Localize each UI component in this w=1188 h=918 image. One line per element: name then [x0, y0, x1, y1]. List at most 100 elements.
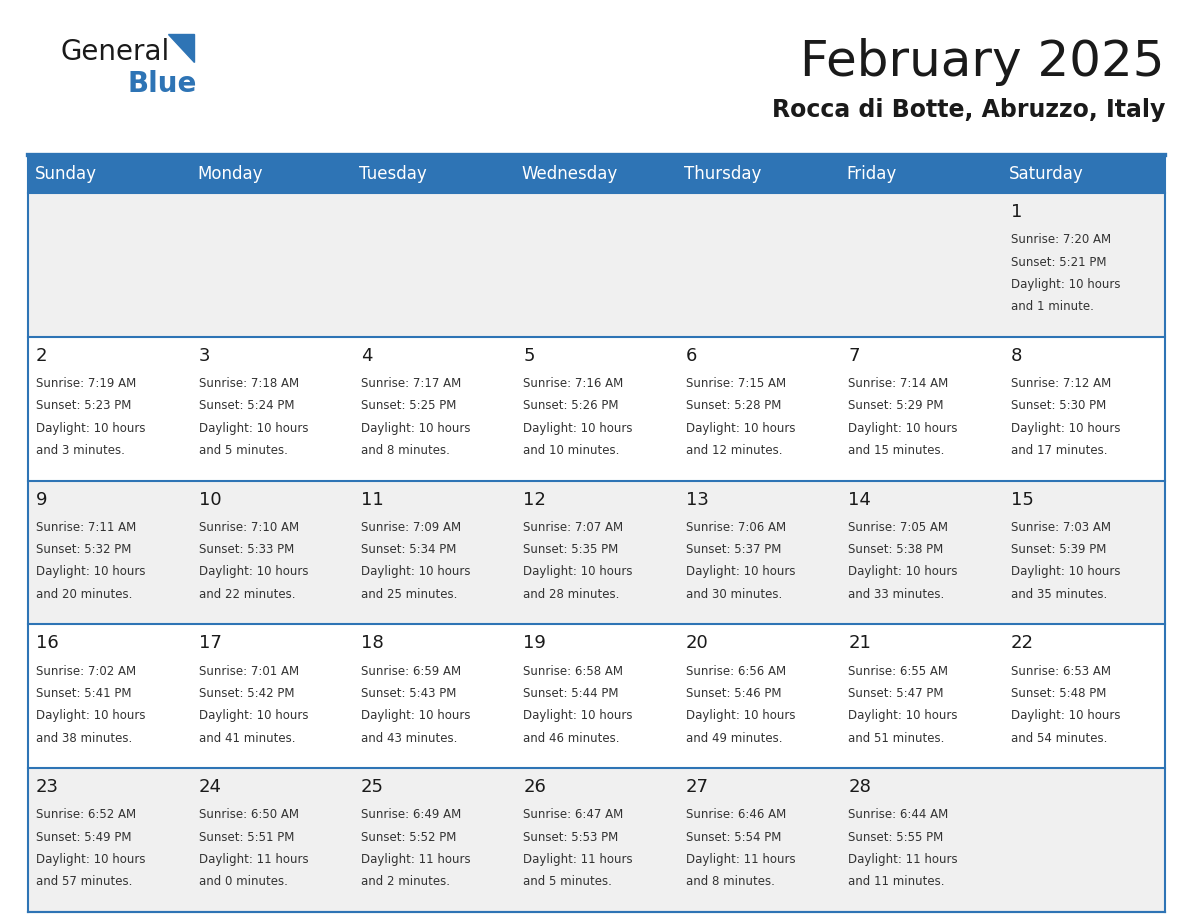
Text: Daylight: 10 hours: Daylight: 10 hours: [848, 421, 958, 434]
Text: and 51 minutes.: and 51 minutes.: [848, 732, 944, 744]
Text: Sunset: 5:24 PM: Sunset: 5:24 PM: [198, 399, 295, 412]
Text: and 41 minutes.: and 41 minutes.: [198, 732, 295, 744]
Text: Monday: Monday: [197, 165, 263, 183]
Text: Sunrise: 7:17 AM: Sunrise: 7:17 AM: [361, 377, 461, 390]
Text: Daylight: 10 hours: Daylight: 10 hours: [524, 710, 633, 722]
Text: 4: 4: [361, 347, 373, 364]
Text: and 11 minutes.: and 11 minutes.: [848, 876, 944, 889]
Text: Daylight: 10 hours: Daylight: 10 hours: [1011, 710, 1120, 722]
Text: Sunrise: 7:11 AM: Sunrise: 7:11 AM: [36, 521, 137, 534]
Bar: [516, 624, 677, 768]
Text: and 5 minutes.: and 5 minutes.: [524, 876, 612, 889]
Text: and 5 minutes.: and 5 minutes.: [198, 444, 287, 457]
Text: and 12 minutes.: and 12 minutes.: [685, 444, 783, 457]
Text: and 54 minutes.: and 54 minutes.: [1011, 732, 1107, 744]
Text: Sunrise: 6:46 AM: Sunrise: 6:46 AM: [685, 809, 786, 822]
Bar: [840, 337, 1003, 481]
Bar: [677, 481, 840, 624]
Text: Daylight: 11 hours: Daylight: 11 hours: [198, 853, 308, 866]
Text: and 25 minutes.: and 25 minutes.: [361, 588, 457, 600]
Text: Sunset: 5:39 PM: Sunset: 5:39 PM: [1011, 543, 1106, 556]
Bar: [353, 768, 516, 912]
Text: 9: 9: [36, 490, 48, 509]
Text: and 33 minutes.: and 33 minutes.: [848, 588, 944, 600]
Text: 21: 21: [848, 634, 871, 653]
Bar: [677, 624, 840, 768]
Text: Friday: Friday: [847, 165, 897, 183]
Bar: [1003, 193, 1165, 337]
Text: and 1 minute.: and 1 minute.: [1011, 300, 1094, 313]
Text: 24: 24: [198, 778, 221, 796]
Text: Daylight: 11 hours: Daylight: 11 hours: [848, 853, 958, 866]
Text: Sunset: 5:23 PM: Sunset: 5:23 PM: [36, 399, 132, 412]
Text: Sunrise: 7:09 AM: Sunrise: 7:09 AM: [361, 521, 461, 534]
Text: Sunset: 5:28 PM: Sunset: 5:28 PM: [685, 399, 782, 412]
Text: Sunset: 5:32 PM: Sunset: 5:32 PM: [36, 543, 132, 556]
Text: Sunrise: 7:01 AM: Sunrise: 7:01 AM: [198, 665, 298, 677]
Text: and 28 minutes.: and 28 minutes.: [524, 588, 620, 600]
Text: 22: 22: [1011, 634, 1034, 653]
Text: Daylight: 10 hours: Daylight: 10 hours: [198, 421, 308, 434]
Bar: [516, 193, 677, 337]
Text: Sunrise: 7:07 AM: Sunrise: 7:07 AM: [524, 521, 624, 534]
Bar: [1003, 481, 1165, 624]
Text: and 49 minutes.: and 49 minutes.: [685, 732, 783, 744]
Text: Daylight: 10 hours: Daylight: 10 hours: [198, 565, 308, 578]
Text: 7: 7: [848, 347, 860, 364]
Text: Sunset: 5:48 PM: Sunset: 5:48 PM: [1011, 687, 1106, 700]
Text: 20: 20: [685, 634, 708, 653]
Text: Daylight: 10 hours: Daylight: 10 hours: [36, 421, 146, 434]
Text: Sunrise: 6:44 AM: Sunrise: 6:44 AM: [848, 809, 948, 822]
Text: 15: 15: [1011, 490, 1034, 509]
Text: Sunset: 5:26 PM: Sunset: 5:26 PM: [524, 399, 619, 412]
Text: Daylight: 11 hours: Daylight: 11 hours: [685, 853, 796, 866]
Text: Sunrise: 6:56 AM: Sunrise: 6:56 AM: [685, 665, 786, 677]
Bar: [840, 624, 1003, 768]
Text: 19: 19: [524, 634, 546, 653]
Bar: [353, 193, 516, 337]
Text: and 30 minutes.: and 30 minutes.: [685, 588, 782, 600]
Text: Daylight: 10 hours: Daylight: 10 hours: [36, 565, 146, 578]
Text: and 10 minutes.: and 10 minutes.: [524, 444, 620, 457]
Text: and 8 minutes.: and 8 minutes.: [685, 876, 775, 889]
Text: 2: 2: [36, 347, 48, 364]
Text: Sunrise: 7:03 AM: Sunrise: 7:03 AM: [1011, 521, 1111, 534]
Text: Sunset: 5:55 PM: Sunset: 5:55 PM: [848, 831, 943, 844]
Text: 8: 8: [1011, 347, 1022, 364]
Bar: [190, 193, 353, 337]
Text: Sunset: 5:47 PM: Sunset: 5:47 PM: [848, 687, 943, 700]
Text: Sunset: 5:25 PM: Sunset: 5:25 PM: [361, 399, 456, 412]
Bar: [190, 481, 353, 624]
Text: 16: 16: [36, 634, 59, 653]
Text: Daylight: 11 hours: Daylight: 11 hours: [361, 853, 470, 866]
Text: 26: 26: [524, 778, 546, 796]
Bar: [677, 337, 840, 481]
Text: Sunrise: 6:53 AM: Sunrise: 6:53 AM: [1011, 665, 1111, 677]
Text: Sunrise: 7:16 AM: Sunrise: 7:16 AM: [524, 377, 624, 390]
Text: Daylight: 10 hours: Daylight: 10 hours: [198, 710, 308, 722]
Text: Sunset: 5:37 PM: Sunset: 5:37 PM: [685, 543, 782, 556]
Text: Sunrise: 7:10 AM: Sunrise: 7:10 AM: [198, 521, 298, 534]
Text: 23: 23: [36, 778, 59, 796]
Text: and 8 minutes.: and 8 minutes.: [361, 444, 450, 457]
Text: and 57 minutes.: and 57 minutes.: [36, 876, 133, 889]
Text: Sunset: 5:51 PM: Sunset: 5:51 PM: [198, 831, 293, 844]
Text: and 35 minutes.: and 35 minutes.: [1011, 588, 1107, 600]
Text: Sunset: 5:29 PM: Sunset: 5:29 PM: [848, 399, 943, 412]
Text: and 3 minutes.: and 3 minutes.: [36, 444, 125, 457]
Text: Sunrise: 6:47 AM: Sunrise: 6:47 AM: [524, 809, 624, 822]
Text: Sunset: 5:46 PM: Sunset: 5:46 PM: [685, 687, 782, 700]
Bar: [1003, 337, 1165, 481]
Text: Sunset: 5:43 PM: Sunset: 5:43 PM: [361, 687, 456, 700]
Text: Daylight: 10 hours: Daylight: 10 hours: [685, 421, 795, 434]
Bar: [677, 193, 840, 337]
Bar: [29, 337, 190, 481]
Bar: [353, 481, 516, 624]
Text: Sunrise: 7:14 AM: Sunrise: 7:14 AM: [848, 377, 948, 390]
Bar: [516, 768, 677, 912]
Text: Sunset: 5:44 PM: Sunset: 5:44 PM: [524, 687, 619, 700]
Bar: [353, 337, 516, 481]
Text: Sunset: 5:54 PM: Sunset: 5:54 PM: [685, 831, 782, 844]
Text: Blue: Blue: [128, 70, 197, 98]
Text: Sunrise: 7:15 AM: Sunrise: 7:15 AM: [685, 377, 786, 390]
